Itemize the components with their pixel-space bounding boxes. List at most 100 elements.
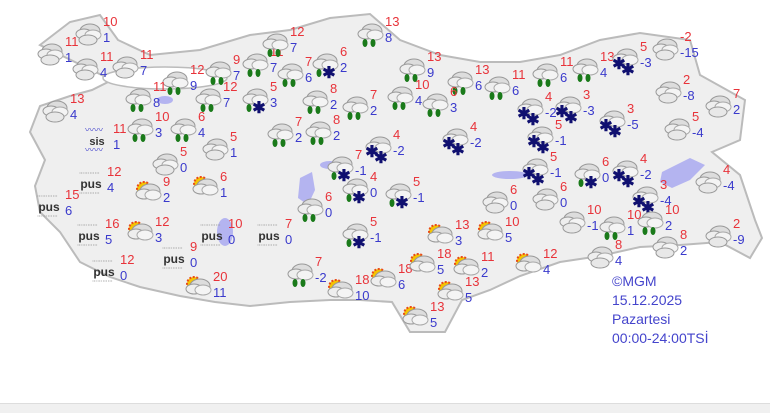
max-temp: 18 xyxy=(398,261,413,276)
max-temp: 13 xyxy=(600,49,615,64)
partly-icon xyxy=(127,221,154,241)
station-cloudy: 5 -4 xyxy=(662,109,718,145)
rainsnow-icon: ✱ xyxy=(385,183,412,212)
snow-icon: ✱✱ xyxy=(522,158,549,187)
svg-text:ⵈⵈⵈⵈ: ⵈⵈⵈⵈ xyxy=(92,258,113,266)
station-partly: 18 6 xyxy=(368,261,424,297)
station-rain: 117 xyxy=(240,44,296,80)
min-temp: 3 xyxy=(270,95,278,110)
max-temp: 2 xyxy=(683,72,691,87)
min-temp: 3 xyxy=(450,100,458,115)
max-temp: 13 xyxy=(430,299,445,314)
min-temp: -3 xyxy=(583,103,595,118)
rainsnow-icon: ✱ xyxy=(242,88,269,117)
min-temp: -1 xyxy=(550,165,562,180)
max-temp: 10 xyxy=(587,202,602,217)
svg-text:ⵈⵈⵈⵈ: ⵈⵈⵈⵈ xyxy=(77,241,98,250)
station-cloudy: 13 4 xyxy=(40,91,96,127)
min-temp: 4 xyxy=(70,107,78,122)
rain-icon xyxy=(170,118,197,142)
max-temp: 6 xyxy=(325,189,333,204)
partly-icon xyxy=(409,253,436,273)
min-temp: -5 xyxy=(627,117,639,132)
svg-text:✱: ✱ xyxy=(621,174,634,189)
cloudy-icon xyxy=(75,23,102,46)
rain-icon xyxy=(387,86,414,110)
station-snow: ✱ ✱ 3 -4 xyxy=(630,177,686,215)
svg-text:✱: ✱ xyxy=(599,118,612,135)
station-cloudy: 11 4 xyxy=(70,49,126,85)
svg-text:ⵈⵈⵈⵈ: ⵈⵈⵈⵈ xyxy=(162,264,183,273)
max-temp: 8 xyxy=(680,227,688,242)
cloudy-icon xyxy=(652,236,679,259)
svg-text:✱: ✱ xyxy=(352,235,365,252)
partly-icon xyxy=(477,221,504,241)
svg-text:✱: ✱ xyxy=(451,142,464,157)
min-temp: -2 xyxy=(393,143,405,158)
snow-icon: ✱✱ xyxy=(612,160,639,189)
partly-icon xyxy=(327,279,354,299)
station-rainsnow: ✱ 5 -1 xyxy=(383,174,439,212)
station-cloudy: 2 -9 xyxy=(703,216,759,252)
station-snow: ✱ ✱ 4 -2 xyxy=(440,119,496,157)
station-rain: 10 2 xyxy=(635,202,691,238)
partly-icon xyxy=(427,224,454,244)
snow-icon: ✱✱ xyxy=(517,98,544,127)
station-rainsnow: ✱ 4 0 xyxy=(340,169,396,207)
max-temp: 13 xyxy=(465,274,480,289)
max-temp: 8 xyxy=(333,112,341,127)
min-temp: 4 xyxy=(107,180,115,195)
min-temp: 4 xyxy=(543,262,551,277)
max-temp: 4 xyxy=(393,127,401,142)
min-temp: 5 xyxy=(430,315,438,330)
partly-icon xyxy=(437,281,464,301)
min-temp: 2 xyxy=(481,265,489,280)
min-temp: 0 xyxy=(325,205,333,220)
max-temp: 4 xyxy=(723,162,731,177)
station-rain: 11 6 xyxy=(530,54,586,90)
station-fog: ⵈⵈⵈⵈ pus ⵈⵈⵈⵈ 15 6 xyxy=(35,187,91,223)
station-partly: 12 4 xyxy=(513,246,569,282)
max-temp: 11 xyxy=(481,249,495,264)
svg-text:✱: ✱ xyxy=(632,194,645,211)
max-temp: 10 xyxy=(505,214,520,229)
rainsnow-icon: ✱ xyxy=(327,156,354,185)
max-temp: 5 xyxy=(640,39,648,54)
max-temp: 12 xyxy=(543,246,558,261)
min-temp: 8 xyxy=(385,30,393,45)
svg-text:ⵈⵈⵈⵈ: ⵈⵈⵈⵈ xyxy=(79,189,100,198)
station-fog: ⵈⵈⵈⵈ pus ⵈⵈⵈⵈ 12 4 xyxy=(77,164,133,200)
period-label: 00:00-24:00TSİ xyxy=(612,330,709,346)
min-temp: 4 xyxy=(600,65,608,80)
max-temp: 4 xyxy=(370,169,378,184)
svg-text:pus: pus xyxy=(163,252,185,266)
svg-text:✱: ✱ xyxy=(337,168,350,185)
rain-icon xyxy=(599,216,626,240)
station-cloudy: 10 1 xyxy=(73,14,129,50)
station-rain: 13 6 xyxy=(445,62,501,98)
station-fog: ⵈⵈⵈⵈ pus ⵈⵈⵈⵈ 7 0 xyxy=(255,216,311,252)
max-temp: 4 xyxy=(470,119,478,134)
min-temp: -15 xyxy=(680,45,699,60)
station-partly: 11 2 xyxy=(451,249,507,285)
max-temp: 5 xyxy=(270,79,278,94)
partly-icon xyxy=(515,253,542,273)
min-temp: 8 xyxy=(153,95,161,110)
svg-text:pus: pus xyxy=(258,229,280,243)
max-temp: 4 xyxy=(545,89,553,104)
station-rain: 12 7 xyxy=(260,24,316,60)
max-temp: -2 xyxy=(680,29,692,44)
min-temp: 3 xyxy=(155,230,163,245)
min-temp: 0 xyxy=(190,255,198,270)
max-temp: 6 xyxy=(510,182,518,197)
source-label: ©MGM xyxy=(612,273,657,289)
max-temp: 5 xyxy=(370,214,378,229)
svg-text:ⵈⵈⵈⵈ: ⵈⵈⵈⵈ xyxy=(257,241,278,250)
cloudy-icon xyxy=(112,56,139,79)
lake-van xyxy=(660,158,705,188)
min-temp: 0 xyxy=(602,170,610,185)
station-rain: 11 6 xyxy=(482,67,538,103)
svg-text:〰〰: 〰〰 xyxy=(85,127,103,135)
